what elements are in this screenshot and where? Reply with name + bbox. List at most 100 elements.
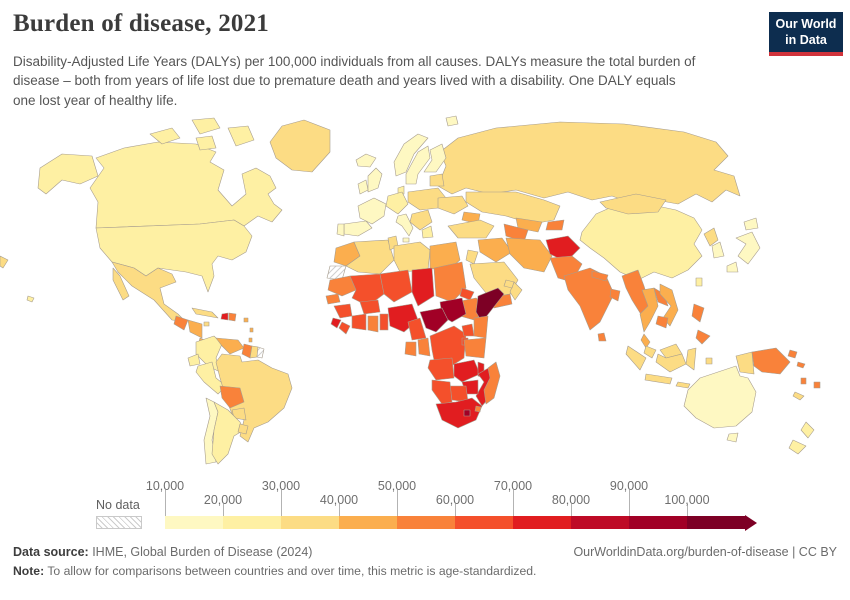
legend-bin-30,000–40,000[interactable] (281, 516, 339, 529)
country-ecuador[interactable] (187, 353, 201, 367)
country-libya[interactable] (393, 241, 431, 273)
country-lesser-antilles[interactable] (248, 337, 253, 343)
country-french-guiana[interactable] (256, 346, 265, 359)
country-burkina-faso[interactable] (359, 299, 381, 315)
country-sri-lanka[interactable] (597, 332, 607, 342)
country-greece[interactable] (421, 225, 434, 239)
country-kazakhstan[interactable] (465, 191, 561, 225)
country-oman[interactable] (509, 281, 523, 301)
country-afghanistan[interactable] (545, 235, 581, 263)
country-eswatini[interactable] (474, 405, 482, 413)
legend-bin-70,000–80,000[interactable] (513, 516, 571, 529)
country-haiti[interactable] (220, 312, 229, 321)
country-fiji[interactable] (813, 381, 821, 389)
country-indonesia[interactable] (685, 347, 697, 371)
country-vanuatu[interactable] (800, 377, 807, 385)
country-kenya[interactable] (473, 315, 489, 339)
country-united-states[interactable] (37, 153, 99, 195)
country-indonesia[interactable] (625, 345, 647, 371)
country-japan[interactable] (726, 261, 739, 273)
legend-bin-80,000–90,000[interactable] (571, 516, 629, 529)
country-papua-new-guinea[interactable] (751, 347, 791, 375)
country-togo-benin[interactable] (379, 313, 389, 331)
country-indonesia[interactable] (705, 357, 713, 365)
country-new-zealand[interactable] (788, 439, 807, 455)
world-choropleth-map[interactable] (0, 110, 850, 478)
country-papua-new-guinea[interactable] (787, 349, 798, 359)
country-tanzania[interactable] (463, 337, 487, 359)
legend-bin-60,000–70,000[interactable] (455, 516, 513, 529)
country-united-kingdom[interactable] (367, 167, 383, 193)
country-honduras-nicaragua[interactable] (187, 319, 203, 339)
country-india[interactable] (563, 267, 615, 331)
country-japan[interactable] (735, 231, 761, 265)
country-indonesia[interactable] (655, 353, 687, 373)
country-new-zealand[interactable] (800, 421, 815, 439)
country-russia[interactable] (437, 121, 741, 205)
country-north-korea[interactable] (703, 227, 719, 247)
country-jordan-israel[interactable] (465, 249, 479, 265)
owid-link[interactable]: OurWorldinData.org/burden-of-disease | C… (573, 545, 837, 559)
country-senegal[interactable] (325, 293, 341, 305)
country-thailand[interactable] (640, 333, 651, 349)
country-ukraine[interactable] (437, 195, 469, 215)
country-australia[interactable] (683, 365, 757, 429)
country-balkans[interactable] (409, 209, 433, 231)
country-jamaica[interactable] (203, 321, 210, 327)
country-philippines[interactable] (691, 303, 705, 323)
country-cuba[interactable] (191, 307, 219, 319)
country-syria-iraq[interactable] (477, 237, 513, 263)
country-uganda[interactable] (461, 323, 475, 337)
country-canada[interactable] (195, 135, 217, 151)
country-guatemala[interactable] (173, 315, 189, 331)
country-greenland[interactable] (269, 119, 331, 173)
country-sweden[interactable] (405, 145, 431, 185)
country-japan[interactable] (743, 217, 759, 231)
country-central-europe[interactable] (385, 191, 409, 215)
country-somalia[interactable] (475, 287, 505, 323)
country-malaysia[interactable] (643, 345, 657, 359)
country-australia[interactable] (726, 432, 739, 443)
country-portugal[interactable] (336, 223, 345, 237)
country-iran[interactable] (505, 237, 553, 273)
country-new-caledonia[interactable] (792, 391, 805, 401)
country-sudan[interactable] (433, 261, 467, 303)
country-indonesia[interactable] (644, 373, 673, 385)
country-philippines[interactable] (695, 329, 711, 345)
country-central-african-republic[interactable] (419, 307, 449, 333)
legend-bin-50,000–60,000[interactable] (397, 516, 455, 529)
country-finland[interactable] (423, 143, 447, 173)
country-zambia[interactable] (453, 359, 481, 383)
country-baltics[interactable] (429, 173, 445, 187)
country-norway[interactable] (393, 133, 429, 177)
country-south-africa[interactable] (435, 397, 483, 429)
legend-bin-100,000+[interactable] (687, 516, 745, 529)
country-canada[interactable] (89, 141, 283, 229)
country-indonesia[interactable] (675, 381, 691, 389)
country-canada[interactable] (191, 117, 221, 135)
country-gabon[interactable] (404, 341, 417, 357)
country-cambodia[interactable] (655, 315, 669, 329)
country-china[interactable] (579, 203, 703, 281)
country-indonesia[interactable] (735, 351, 755, 375)
country-cameroon[interactable] (407, 317, 427, 341)
country-spain[interactable] (343, 220, 373, 237)
country-turkey[interactable] (447, 219, 495, 239)
country-lesser-antilles[interactable] (243, 317, 249, 323)
country-italy[interactable] (402, 237, 410, 243)
country-ireland[interactable] (357, 179, 369, 195)
country-united-states[interactable] (26, 295, 35, 303)
legend-bin-10,000–20,000[interactable] (165, 516, 223, 529)
country-mexico[interactable] (111, 261, 187, 323)
country-mexico[interactable] (112, 267, 130, 301)
country-uae-qatar[interactable] (503, 279, 515, 289)
country-angola[interactable] (427, 357, 455, 381)
country-taiwan[interactable] (695, 277, 703, 287)
legend-bin-20,000–30,000[interactable] (223, 516, 281, 529)
country-venezuela[interactable] (215, 337, 245, 355)
legend-bin-90,000–100,000[interactable] (629, 516, 687, 529)
country-niger[interactable] (379, 269, 413, 303)
country-uruguay[interactable] (237, 423, 249, 435)
no-data-swatch[interactable] (96, 516, 142, 529)
country-italy[interactable] (395, 213, 414, 237)
